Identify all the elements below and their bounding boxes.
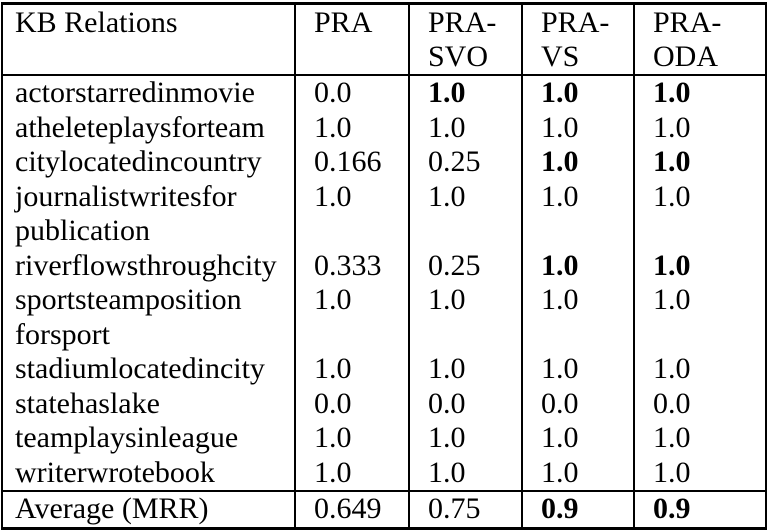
value-cell: 1.0	[633, 455, 766, 491]
relation-cell: stadiumlocatedincity	[15, 352, 265, 385]
table-row: teamplaysinleague 1.0 1.0 1.0 1.0	[2, 421, 766, 456]
table-row: writerwrotebook 1.0 1.0 1.0 1.0	[2, 455, 766, 491]
relation-cell: citylocatedincountry	[15, 145, 262, 178]
value-cell: 1.0	[408, 352, 522, 387]
value-cell: 1.0	[633, 145, 766, 180]
relation-cell: writerwrotebook	[15, 455, 215, 489]
table-row: sportsteamposition forsport 1.0 1.0 1.0 1.0	[2, 283, 766, 352]
relation-cell: atheleteplaysforteam	[15, 110, 265, 144]
relation-cell: actorstarredinmovie	[15, 76, 255, 109]
value-cell: 1.0	[633, 352, 766, 387]
value-cell: 0.25	[408, 248, 522, 283]
value-cell: 1.0	[521, 179, 634, 249]
value-cell: 0.166	[294, 145, 409, 180]
value-cell: 1.0	[294, 421, 409, 456]
value-cell: 1.0	[521, 248, 634, 283]
header-kb-relations: KB Relations	[2, 3, 295, 76]
header-pra-svo: PRA- SVO	[408, 3, 522, 76]
average-value-cell: 0.9	[521, 490, 634, 529]
value-cell: 1.0	[294, 455, 409, 491]
value-cell: 1.0	[521, 283, 634, 352]
value-cell: 1.0	[521, 352, 634, 387]
table-row: stadiumlocatedincity 1.0 1.0 1.0 1.0	[2, 352, 766, 387]
header-pra-oda: PRA- ODA	[633, 3, 766, 76]
relation-cell: teamplaysinleague	[15, 421, 239, 454]
relation-cell: sportsteamposition forsport	[15, 283, 242, 351]
table-header: KB Relations PRA PRA- SVO PRA- VS PRA- O…	[2, 3, 766, 76]
relation-cell: journalistwritesfor publication	[15, 179, 237, 248]
relation-cell: riverflowsthroughcity	[15, 248, 277, 282]
value-cell: 1.0	[521, 75, 634, 111]
value-cell: 1.0	[521, 455, 634, 491]
value-cell: 1.0	[408, 455, 522, 491]
relation-cell: statehaslake	[15, 386, 160, 420]
value-cell: 1.0	[408, 421, 522, 456]
header-pra: PRA	[294, 3, 409, 76]
value-cell: 0.0	[294, 386, 409, 421]
value-cell: 1.0	[408, 283, 522, 352]
value-cell: 0.25	[408, 145, 522, 180]
value-cell: 1.0	[408, 75, 522, 111]
value-cell: 0.333	[294, 248, 409, 283]
value-cell: 0.0	[408, 386, 522, 421]
value-cell: 1.0	[294, 179, 409, 249]
value-cell: 1.0	[633, 179, 766, 249]
table-row: journalistwritesfor publication 1.0 1.0 1.0…	[2, 179, 766, 249]
value-cell: 1.0	[294, 110, 409, 145]
table-row: statehaslake 0.0 0.0 0.0 0.0	[2, 386, 766, 421]
value-cell: 1.0	[521, 110, 634, 145]
value-cell: 1.0	[521, 421, 634, 456]
value-cell: 1.0	[633, 283, 766, 352]
header-row: KB Relations PRA PRA- SVO PRA- VS PRA- O…	[2, 3, 766, 76]
average-value-cell: 0.9	[633, 490, 766, 529]
value-cell: 1.0	[633, 248, 766, 283]
value-cell: 0.0	[633, 386, 766, 421]
table-row: citylocatedincountry 0.166 0.25 1.0 1.0	[2, 145, 766, 180]
value-cell: 1.0	[294, 352, 409, 387]
value-cell: 0.0	[521, 386, 634, 421]
value-cell: 1.0	[633, 421, 766, 456]
average-value-cell: 0.649	[294, 490, 409, 529]
table-row: actorstarredinmovie 0.0 1.0 1.0 1.0	[2, 75, 766, 111]
header-pra-vs: PRA- VS	[521, 3, 634, 76]
value-cell: 1.0	[294, 283, 409, 352]
value-cell: 1.0	[633, 75, 766, 111]
average-row: Average (MRR) 0.649 0.75 0.9 0.9	[2, 490, 766, 529]
table-row: atheleteplaysforteam 1.0 1.0 1.0 1.0	[2, 110, 766, 145]
average-label: Average (MRR)	[2, 490, 295, 529]
table-row: riverflowsthroughcity 0.333 0.25 1.0 1.0	[2, 248, 766, 283]
value-cell: 1.0	[408, 179, 522, 249]
table-footer: Average (MRR) 0.649 0.75 0.9 0.9	[2, 490, 766, 529]
value-cell: 1.0	[521, 145, 634, 180]
table-body: actorstarredinmovie 0.0 1.0 1.0 1.0 atheletep…	[2, 75, 766, 491]
value-cell: 0.0	[294, 75, 409, 111]
average-value-cell: 0.75	[408, 490, 522, 529]
value-cell: 1.0	[408, 110, 522, 145]
value-cell: 1.0	[633, 110, 766, 145]
